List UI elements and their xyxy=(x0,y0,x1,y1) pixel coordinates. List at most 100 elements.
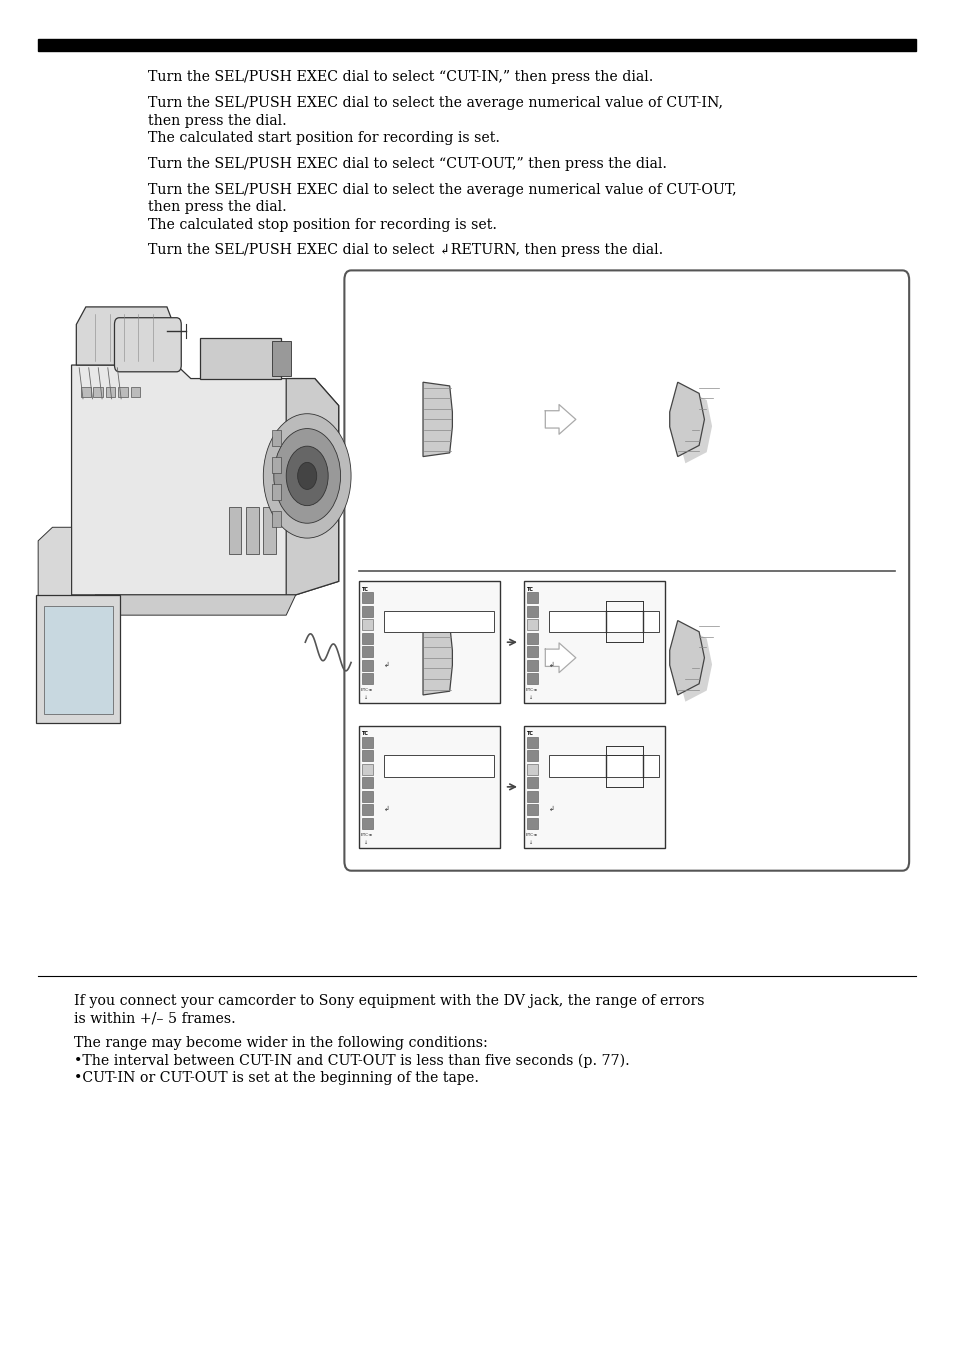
FancyBboxPatch shape xyxy=(344,270,908,871)
Polygon shape xyxy=(677,627,711,702)
Bar xyxy=(526,777,537,788)
Polygon shape xyxy=(545,644,576,673)
Text: Turn the SEL/PUSH EXEC dial to select the average numerical value of CUT-IN,: Turn the SEL/PUSH EXEC dial to select th… xyxy=(148,96,722,110)
Polygon shape xyxy=(677,389,711,464)
Text: ↓: ↓ xyxy=(364,695,368,700)
Bar xyxy=(246,507,258,554)
Bar xyxy=(523,726,664,848)
Bar xyxy=(361,673,373,684)
Bar xyxy=(361,660,373,671)
Bar xyxy=(383,756,494,777)
Bar xyxy=(263,507,275,554)
Text: ↓: ↓ xyxy=(529,695,533,700)
Text: Turn the SEL/PUSH EXEC dial to select the average numerical value of CUT-OUT,: Turn the SEL/PUSH EXEC dial to select th… xyxy=(148,183,736,196)
Bar xyxy=(272,511,281,527)
Text: The calculated stop position for recording is set.: The calculated stop position for recordi… xyxy=(148,218,497,231)
Text: The calculated start position for recording is set.: The calculated start position for record… xyxy=(148,131,499,145)
Bar xyxy=(361,606,373,617)
Bar xyxy=(526,818,537,829)
Bar xyxy=(361,633,373,644)
Text: Turn the SEL/PUSH EXEC dial to select “CUT-IN,” then press the dial.: Turn the SEL/PUSH EXEC dial to select “C… xyxy=(148,70,653,84)
Bar xyxy=(358,581,499,703)
Text: If you connect your camcorder to Sony equipment with the DV jack, the range of e: If you connect your camcorder to Sony eq… xyxy=(74,994,704,1007)
Bar xyxy=(526,737,537,748)
Bar xyxy=(523,581,664,703)
Text: ↲: ↲ xyxy=(548,661,554,668)
Text: TC: TC xyxy=(361,731,368,737)
Text: then press the dial.: then press the dial. xyxy=(148,200,286,214)
Bar xyxy=(272,341,291,376)
Bar xyxy=(548,611,659,633)
Text: •CUT-IN or CUT-OUT is set at the beginning of the tape.: •CUT-IN or CUT-OUT is set at the beginni… xyxy=(74,1071,479,1084)
Bar xyxy=(272,484,281,500)
Bar xyxy=(361,791,373,802)
Text: Turn the SEL/PUSH EXEC dial to select ↲RETURN, then press the dial.: Turn the SEL/PUSH EXEC dial to select ↲R… xyxy=(148,243,662,257)
Text: ↲: ↲ xyxy=(383,661,389,668)
Polygon shape xyxy=(669,621,703,695)
Bar xyxy=(526,646,537,657)
Bar xyxy=(44,606,112,714)
Polygon shape xyxy=(281,438,294,514)
Bar xyxy=(361,646,373,657)
Text: ETC◄: ETC◄ xyxy=(525,833,537,837)
Bar xyxy=(526,673,537,684)
Bar xyxy=(526,606,537,617)
Bar xyxy=(361,777,373,788)
Circle shape xyxy=(297,462,316,489)
Text: TC: TC xyxy=(526,731,533,737)
Text: The range may become wider in the following conditions:: The range may become wider in the follow… xyxy=(74,1036,488,1049)
Polygon shape xyxy=(422,621,452,695)
Polygon shape xyxy=(71,365,338,595)
Text: ETC◄: ETC◄ xyxy=(525,688,537,692)
Text: TC: TC xyxy=(361,587,368,592)
Bar xyxy=(358,726,499,848)
Bar xyxy=(229,507,241,554)
Polygon shape xyxy=(38,527,71,642)
Bar xyxy=(272,457,281,473)
Bar xyxy=(526,592,537,603)
Text: ↓: ↓ xyxy=(364,840,368,845)
Bar xyxy=(526,633,537,644)
Bar xyxy=(526,660,537,671)
Bar xyxy=(526,791,537,802)
FancyBboxPatch shape xyxy=(114,318,181,372)
Bar xyxy=(361,804,373,815)
Polygon shape xyxy=(286,379,338,595)
Polygon shape xyxy=(545,404,576,434)
Text: ETC◄: ETC◄ xyxy=(360,833,372,837)
Bar xyxy=(38,39,915,51)
Bar xyxy=(81,387,91,397)
Circle shape xyxy=(286,446,328,506)
Bar xyxy=(118,387,128,397)
Bar xyxy=(272,430,281,446)
Bar xyxy=(548,756,659,777)
Bar xyxy=(361,750,373,761)
Polygon shape xyxy=(95,595,295,615)
Text: Turn the SEL/PUSH EXEC dial to select “CUT-OUT,” then press the dial.: Turn the SEL/PUSH EXEC dial to select “C… xyxy=(148,157,666,170)
Text: then press the dial.: then press the dial. xyxy=(148,114,286,127)
Bar xyxy=(361,737,373,748)
Bar xyxy=(361,592,373,603)
Polygon shape xyxy=(669,383,703,457)
Text: •The interval between CUT-IN and CUT-OUT is less than five seconds (p. 77).: •The interval between CUT-IN and CUT-OUT… xyxy=(74,1053,630,1068)
Bar xyxy=(361,764,373,775)
Text: ↲: ↲ xyxy=(383,806,389,813)
Bar xyxy=(526,764,537,775)
Text: ↓: ↓ xyxy=(529,840,533,845)
Text: ↲: ↲ xyxy=(548,806,554,813)
Polygon shape xyxy=(76,307,173,365)
Bar xyxy=(106,387,115,397)
Bar xyxy=(526,750,537,761)
Bar xyxy=(526,619,537,630)
Bar xyxy=(383,611,494,633)
Polygon shape xyxy=(422,383,452,457)
Bar xyxy=(200,338,281,379)
Bar xyxy=(361,818,373,829)
Text: ETC◄: ETC◄ xyxy=(360,688,372,692)
Bar xyxy=(93,387,103,397)
Bar xyxy=(526,804,537,815)
Bar xyxy=(131,387,140,397)
Text: TC: TC xyxy=(526,587,533,592)
Bar xyxy=(361,619,373,630)
Circle shape xyxy=(274,429,340,523)
